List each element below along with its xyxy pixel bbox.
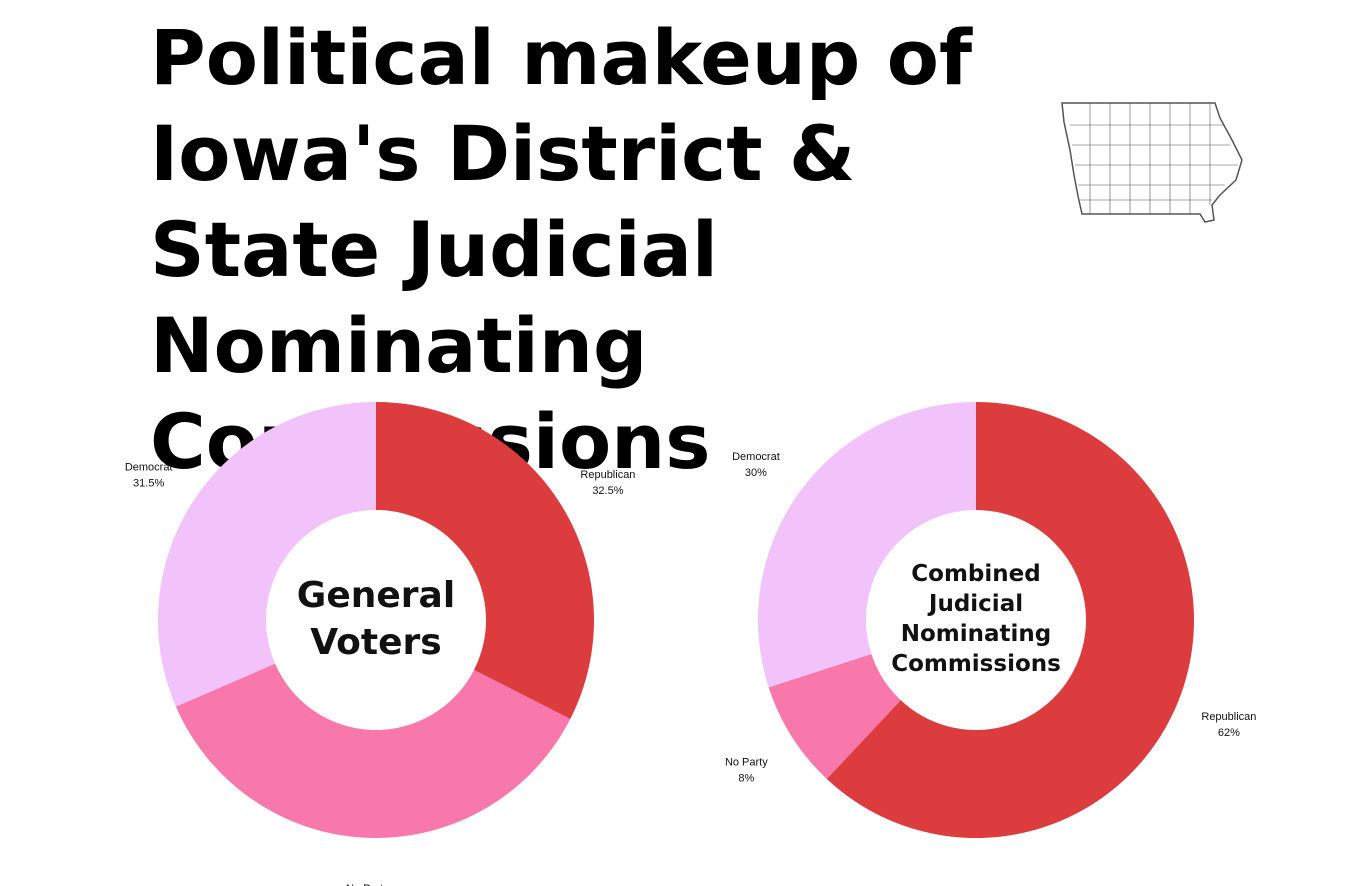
segment-category: Democrat (125, 462, 173, 474)
segment-category: Republican (580, 469, 635, 481)
segment-category: No Party (346, 883, 389, 886)
center-label: General Voters (296, 575, 456, 663)
donut-segment (826, 402, 1194, 839)
segment-value-label: 30% (745, 467, 767, 479)
donut-segment (157, 402, 376, 707)
segment-value-label: 62% (1218, 727, 1240, 739)
segment-category: No Party (725, 757, 768, 769)
segment-value-label: 31.5% (133, 478, 164, 490)
donut-segment (175, 663, 571, 838)
center-label: Combined Judicial Nominating Commissions (891, 561, 1061, 677)
donut-segment (768, 653, 901, 779)
segment-category: Democrat (732, 451, 780, 463)
donut-segment (376, 402, 594, 719)
segment-value-label: 8% (738, 773, 754, 785)
segment-value-label: 32.5% (592, 485, 623, 497)
iowa-map (1061, 102, 1243, 223)
segment-category: Republican (1201, 711, 1256, 723)
donut-segment (758, 402, 976, 688)
